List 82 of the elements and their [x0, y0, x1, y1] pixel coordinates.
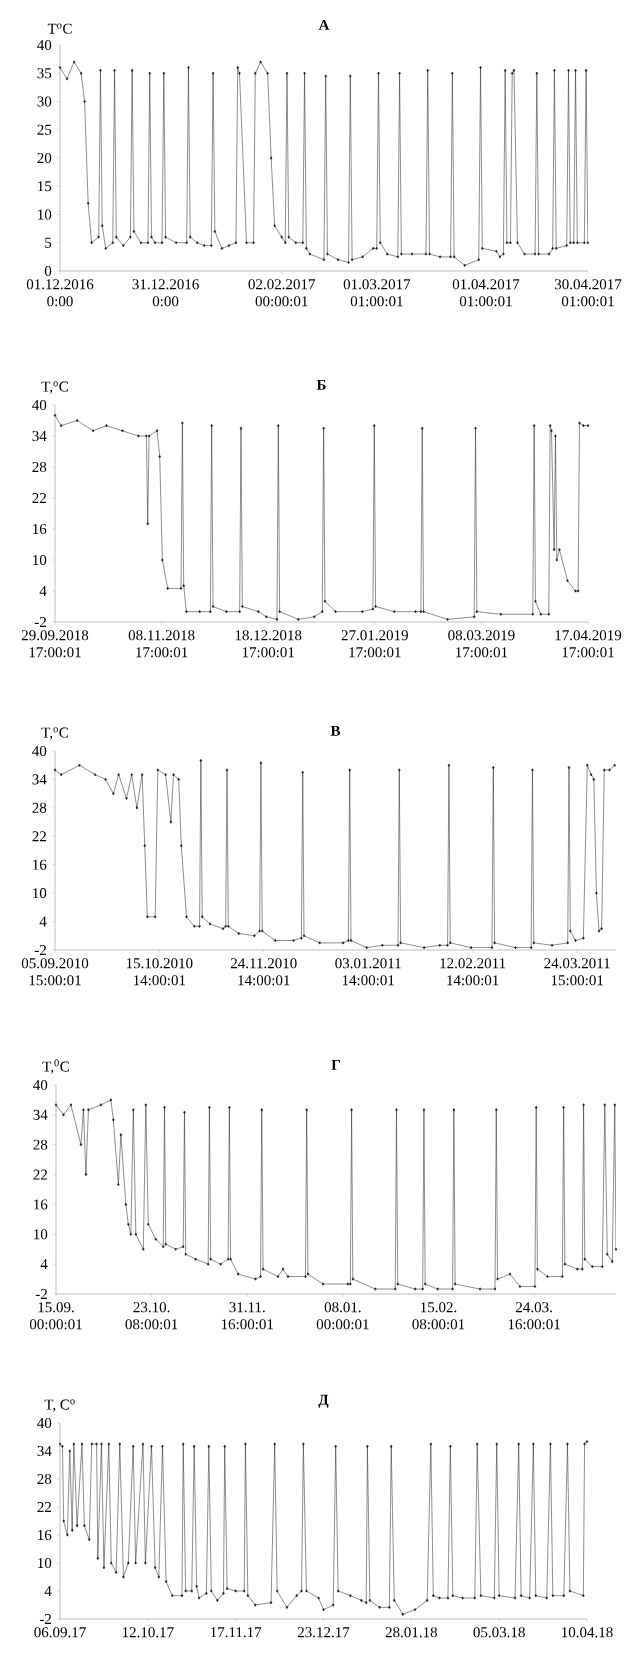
- y-tick-label: 5: [45, 237, 52, 248]
- chart-title: Д: [318, 1394, 329, 1408]
- x-tick-label: 17.04.2019 17:00:01: [555, 630, 622, 658]
- y-tick-label: 10: [33, 888, 47, 899]
- x-tick-label: 31.11. 16:00:01: [221, 1302, 274, 1330]
- y-tick-label: 22: [32, 493, 46, 503]
- y-tick-label: 34: [37, 1445, 52, 1457]
- y-tick-label: -2: [34, 945, 46, 955]
- x-tick-label: 02.02.2017 00:00:01: [248, 279, 316, 307]
- x-tick-label: 24.03.2011 15:00:01: [544, 958, 610, 986]
- y-tick-label: -2: [35, 1289, 47, 1299]
- y-tick-label: 4: [44, 1586, 52, 1596]
- y-tick-label: 16: [38, 1529, 52, 1541]
- y-axis-title: T,$^{o}$C: [41, 381, 68, 394]
- x-tick-label: 05.09.2010 15:00:01: [21, 958, 89, 986]
- x-tick-label: 15.09. 00:00:01: [29, 1302, 82, 1330]
- y-tick-label: 28: [32, 461, 47, 473]
- y-tick-label: 28: [32, 802, 47, 813]
- x-tick-label: 17.11.17: [211, 1627, 262, 1638]
- x-tick-label: 05.03.18: [473, 1627, 525, 1638]
- x-tick-label: 27.01.2019 17:00:01: [341, 630, 408, 658]
- x-tick-label: 31.12.2016 0:00: [132, 279, 199, 307]
- x-tick-label: 01.12.2016 0:00: [26, 279, 94, 307]
- y-tick-label: 34: [32, 774, 47, 785]
- x-tick-label: 08.01. 00:00:01: [316, 1302, 369, 1330]
- y-tick-label: 22: [32, 831, 46, 842]
- y-tick-label: 34: [33, 1109, 48, 1120]
- x-tick-label: 15.02. 08:00:01: [412, 1302, 465, 1330]
- y-tick-label: 4: [39, 916, 47, 927]
- y-axis-title: T,$^{0}$C: [42, 1059, 69, 1074]
- x-tick-label: 24.03. 16:00:01: [508, 1302, 560, 1330]
- chart-title: Г: [331, 1059, 340, 1070]
- chart-title: В: [330, 725, 341, 736]
- y-tick-label: 40: [37, 39, 52, 51]
- y-tick-label: 15: [38, 181, 52, 192]
- y-tick-label: 25: [37, 124, 52, 135]
- x-tick-label: 12.02.2011 14:00:01: [440, 958, 506, 986]
- y-tick-label: 40: [33, 1079, 48, 1091]
- y-tick-label: 28: [37, 1473, 52, 1485]
- y-tick-label: 16: [33, 859, 47, 870]
- y-tick-label: 4: [40, 1259, 48, 1270]
- x-tick-label: 23.10. 08:00:01: [125, 1302, 178, 1330]
- x-tick-label: 28.01.18: [385, 1627, 438, 1638]
- x-tick-label: 03.01.2011 14:00:01: [335, 958, 401, 986]
- y-tick-label: 40: [32, 745, 47, 757]
- x-tick-label: 06.09.17: [34, 1627, 86, 1638]
- y-tick-label: 0: [44, 265, 52, 277]
- x-tick-label: 18.12.2018 17:00:01: [235, 630, 302, 658]
- y-tick-label: 40: [32, 399, 47, 411]
- x-tick-label: 24.11.2010 14:00:01: [230, 958, 297, 986]
- y-tick-label: 28: [33, 1139, 48, 1150]
- x-tick-label: 15.10.2010 14:00:01: [126, 958, 193, 986]
- y-tick-label: 16: [33, 523, 47, 535]
- chart-title: А: [318, 19, 330, 30]
- y-tick-label: 35: [37, 68, 52, 79]
- y-tick-label: 16: [34, 1199, 48, 1210]
- y-tick-label: 10: [38, 1557, 52, 1569]
- y-axis-title: T$^{o}$C: [47, 23, 72, 34]
- y-tick-label: -2: [39, 1614, 51, 1624]
- x-tick-label: 01.04.2017 01:00:01: [452, 279, 520, 307]
- y-tick-label: 10: [34, 1229, 48, 1240]
- x-tick-label: 23.12.17: [297, 1627, 350, 1638]
- x-tick-label: 08.11.2018 17:00:01: [128, 630, 195, 658]
- y-tick-label: 20: [37, 152, 52, 164]
- x-tick-label: 12.10.17: [122, 1627, 174, 1638]
- x-tick-label: 01.03.2017 01:00:01: [343, 279, 411, 307]
- y-tick-label: 30: [37, 96, 52, 107]
- chart-title: Б: [316, 379, 326, 390]
- y-tick-label: -2: [34, 617, 46, 627]
- y-axis-title: T,$^{o}$C: [41, 727, 68, 740]
- y-tick-label: 22: [37, 1502, 51, 1512]
- y-tick-label: 22: [33, 1169, 47, 1180]
- y-tick-label: 10: [33, 554, 47, 566]
- x-tick-label: 10.04.18: [562, 1627, 613, 1638]
- y-tick-label: 10: [38, 209, 52, 220]
- x-tick-label: 30.04.2017 01:00:01: [554, 279, 622, 307]
- y-axis-title: T, C$^{o}$: [44, 1399, 75, 1412]
- y-tick-label: 4: [39, 586, 47, 596]
- y-tick-label: 34: [32, 430, 47, 442]
- x-tick-label: 08.03.2019 17:00:01: [448, 630, 515, 658]
- x-tick-label: 29.09.2018 17:00:01: [21, 630, 89, 658]
- y-tick-label: 40: [37, 1417, 52, 1429]
